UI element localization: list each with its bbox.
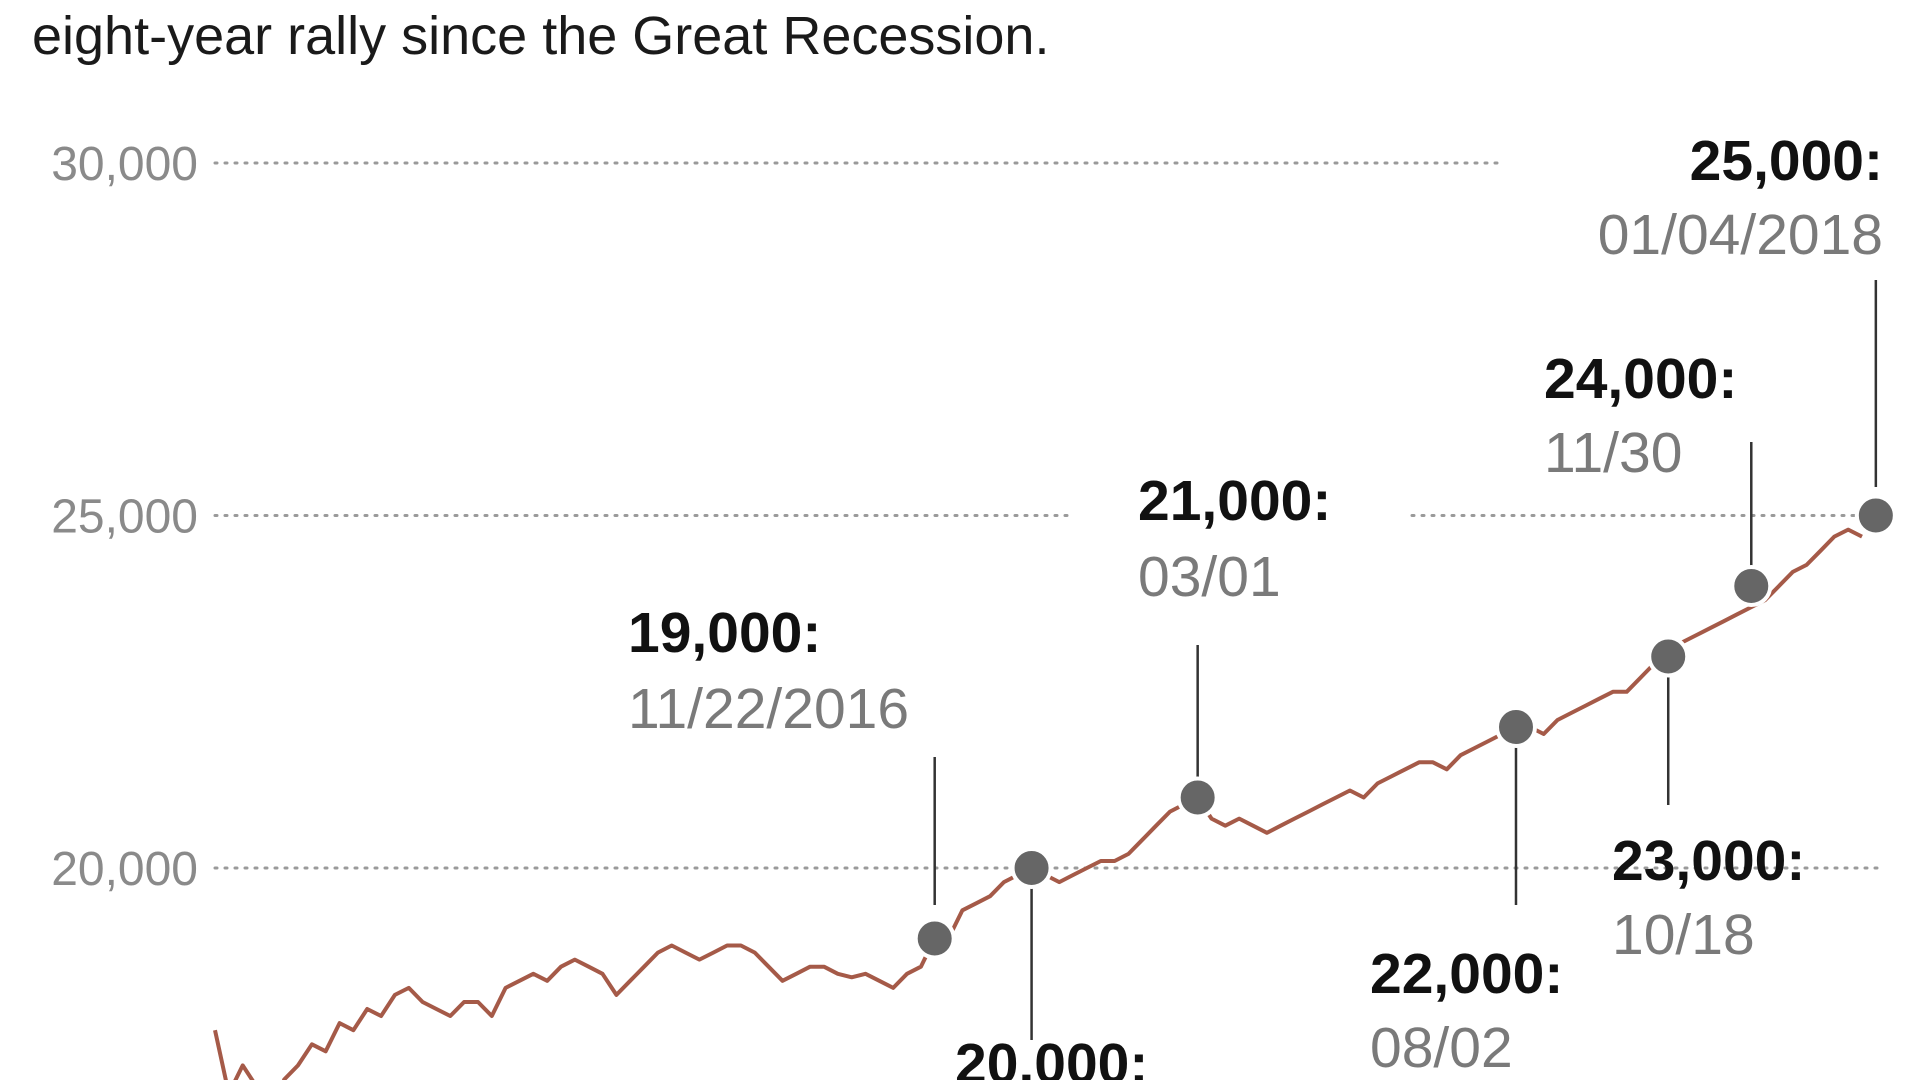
milestone-date-label: 10/18 xyxy=(1612,903,1755,967)
milestone-date-label: 01/04/2018 xyxy=(1598,203,1883,267)
milestone-value-label: 23,000: xyxy=(1612,829,1805,893)
milestone-date-label: 11/30 xyxy=(1544,421,1682,485)
milestone-value-label: 24,000: xyxy=(1544,347,1737,411)
milestone-value-label: 22,000: xyxy=(1370,942,1563,1006)
milestone-dot xyxy=(1176,776,1219,819)
milestone-value-label: 21,000: xyxy=(1138,469,1331,533)
milestone-date-label: 08/02 xyxy=(1370,1016,1513,1080)
milestone-date-label: 03/01 xyxy=(1138,545,1281,609)
milestone-dot xyxy=(1647,635,1690,678)
y-tick-label: 20,000 xyxy=(51,843,198,896)
milestone-dot xyxy=(1730,565,1773,607)
milestone-dot xyxy=(1494,706,1537,748)
milestone-date-label: 11/22/2016 xyxy=(628,677,909,741)
y-tick-label: 30,000 xyxy=(51,138,198,191)
milestone-dot xyxy=(1010,847,1053,889)
series-line-dow xyxy=(213,527,1863,1080)
y-tick-label: 25,000 xyxy=(51,491,198,544)
dot-layer xyxy=(913,494,1897,960)
line-layer xyxy=(213,527,1863,1080)
milestone-value-label: 19,000: xyxy=(628,601,821,665)
milestone-value-label: 25,000: xyxy=(1690,129,1883,193)
milestone-dot xyxy=(1854,494,1897,537)
intro-text: eight-year rally since the Great Recessi… xyxy=(32,6,1050,66)
milestone-dot xyxy=(913,917,956,960)
milestone-value-label: 20,000: xyxy=(955,1032,1148,1080)
label-layer: 19,000: 11/22/2016 20,000: 21,000: 03/01 22,0… xyxy=(628,129,1883,1080)
